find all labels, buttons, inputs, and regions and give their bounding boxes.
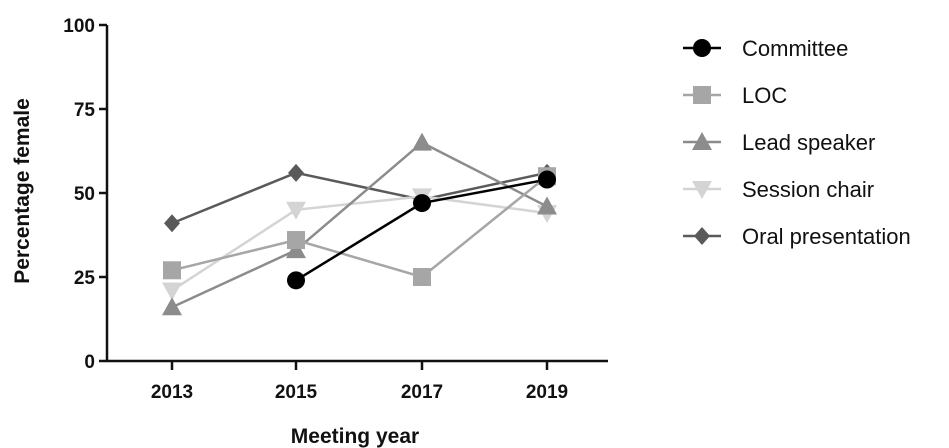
legend-item: LOC [683,83,787,108]
chart-axes [105,25,608,363]
y-tick-label: 50 [74,184,95,205]
data-point-3-0 [162,282,182,301]
y-tick-label: 100 [63,16,95,37]
data-point-4-0 [164,214,180,233]
x-tick-label: 2015 [275,382,318,403]
legend-marker [694,227,710,245]
y-tick-label: 0 [84,352,95,373]
series-line-4 [171,171,548,225]
data-point-1-2 [413,268,431,286]
legend-item: Oral presentation [683,224,911,249]
legend-label: Committee [742,36,848,61]
data-point-3-1 [286,201,306,220]
y-axis-ticks: 0 25 50 75 100 [63,16,107,373]
data-point-0-3 [538,170,556,189]
data-point-0-1 [287,271,305,290]
data-point-4-1 [288,163,304,182]
x-tick-label: 2013 [151,382,193,403]
data-point-2-3 [537,196,557,215]
x-axis-ticks: 2013 2015 2017 2019 [151,361,568,403]
series-markers [162,132,557,316]
legend-marker [692,181,712,199]
data-point-1-1 [287,231,305,250]
data-point-2-2 [412,132,432,151]
legend-label: Lead speaker [742,130,875,155]
data-point-2-0 [162,297,182,316]
data-point-1-0 [163,261,181,280]
legend: Committee LOC Lead speaker Session chair Ora… [683,36,911,249]
data-point-2-1 [286,240,306,259]
series-line-3 [171,195,548,292]
legend-item: Lead speaker [683,130,875,155]
y-tick-label: 25 [74,268,96,289]
legend-marker [693,39,711,57]
y-tick-label: 75 [74,100,96,121]
data-point-0-2 [413,194,431,213]
legend-item: Session chair [683,177,874,202]
x-tick-label: 2017 [401,382,443,403]
series-line-2 [171,141,548,309]
legend-label: Oral presentation [742,224,911,249]
series-line-1 [171,175,548,279]
legend-marker [693,86,711,104]
x-axis-title: Meeting year [291,425,419,448]
series-lines [171,141,548,309]
y-axis-title: Percentage female [11,98,34,284]
legend-label: Session chair [742,177,874,202]
legend-marker [692,132,712,150]
legend-label: LOC [742,83,787,108]
legend-item: Committee [683,36,848,61]
x-tick-label: 2019 [526,382,568,403]
